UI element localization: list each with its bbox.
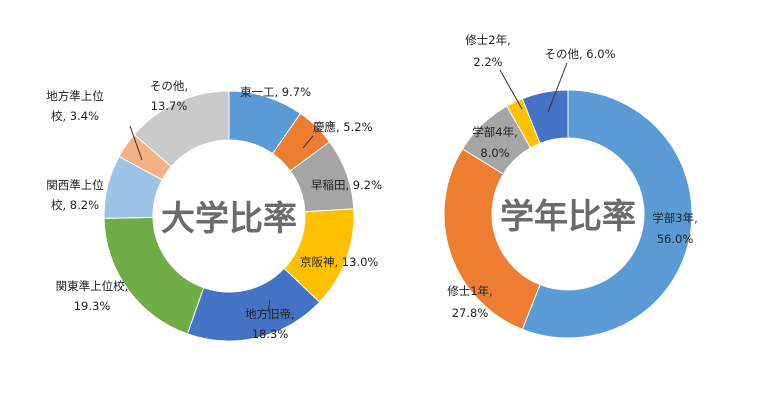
slice-label-kanto-jun-pct: 19.3% [74, 299, 111, 313]
donut-center-title-grade: 学年比率 [500, 197, 636, 237]
slice-label-kanto-jun: 関東準上位校, [56, 279, 129, 293]
leader-line-chiho-kyutei [267, 299, 271, 313]
leader-line-chiho-jun [129, 125, 143, 161]
slice-label-chiho-kyutei: 地方旧帝, [245, 307, 295, 321]
donut-slices-university [103, 90, 355, 342]
slice-label-gakubu4-pct: 8.0% [480, 146, 509, 160]
donut-slices-grade [443, 89, 693, 339]
donut-slice-grade-0 [521, 89, 693, 339]
donut-slice-university-8 [133, 90, 230, 168]
leader-line-sonota-grade [547, 62, 568, 113]
slice-label-shushi2: 修士2年, [465, 33, 510, 47]
slice-label-sonota-grade: その他, 6.0% [544, 47, 615, 61]
slice-label-chiho-jun-pct: 校, 3.4% [51, 109, 99, 123]
slice-label-sonota-univ: その他, [150, 79, 188, 93]
donut-center-title-university: 大学比率 [161, 199, 297, 239]
slice-label-shushi2-pct: 2.2% [473, 55, 502, 69]
slice-label-gakubu4: 学部4年, [472, 125, 517, 139]
slice-label-sonota-univ-pct: 13.7% [151, 99, 188, 113]
slice-label-toichiko: 東一工, 9.7% [240, 85, 311, 99]
slice-label-shushi1-pct: 27.8% [452, 306, 489, 320]
slice-label-keio: 慶應, 5.2% [313, 120, 373, 134]
slice-label-gakubu3-pct: 56.0% [657, 232, 694, 246]
slice-label-kansai-jun-pct: 校, 8.2% [51, 198, 99, 212]
leader-line-keio [302, 135, 314, 149]
slice-label-chiho-jun: 地方準上位 [46, 89, 104, 103]
donut-chart-grade: 学年比率 学部3年, 56.0% 修士1年, 27.8% 学部4年, 8.0% … [443, 33, 698, 339]
donut-chart-university: 大学比率 東一工, 9.7% 慶應, 5.2% 早稲田, 9.2% 京阪神, 1… [46, 79, 382, 342]
slice-label-kansai-jun: 関西準上位 [46, 178, 104, 192]
leader-line-shushi2 [499, 69, 523, 110]
donut-slice-grade-4 [521, 89, 569, 144]
slice-label-waseda: 早稲田, 9.2% [311, 178, 382, 192]
slice-label-chiho-kyutei-pct: 18.3% [252, 327, 289, 341]
slice-label-gakubu3: 学部3年, [652, 211, 697, 225]
slice-label-shushi1: 修士1年, [447, 284, 492, 298]
donut-slice-grade-1 [443, 148, 541, 330]
slice-label-keihanshin: 京阪神, 13.0% [300, 255, 378, 269]
